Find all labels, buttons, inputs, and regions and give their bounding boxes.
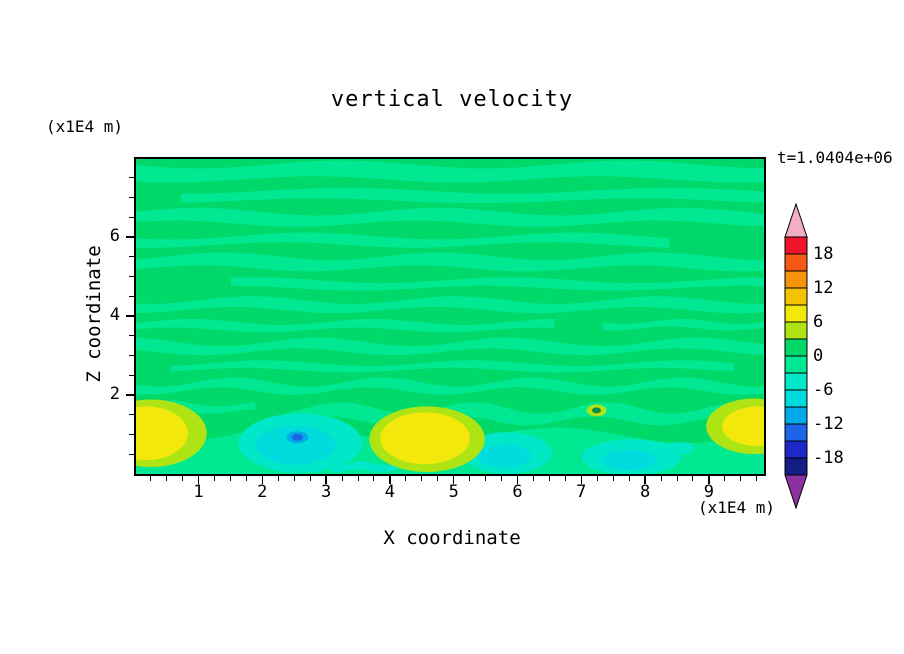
tick-mark — [129, 355, 134, 356]
colorbar-segment — [784, 406, 808, 425]
colorbar-tick-label: 18 — [813, 244, 834, 264]
colorbar-tick-label: 0 — [813, 346, 824, 366]
contour-field — [136, 159, 764, 474]
tick-mark — [612, 476, 614, 481]
tick-mark — [660, 476, 662, 481]
colorbar-segment — [784, 355, 808, 374]
colorbar-segment — [784, 440, 808, 459]
tick-mark — [548, 476, 550, 481]
tick-mark — [229, 476, 231, 481]
tick-mark — [485, 476, 487, 481]
colorbar-segment — [784, 321, 808, 340]
tick-mark — [245, 476, 247, 481]
tick-mark — [692, 476, 694, 481]
tick-mark — [129, 434, 134, 435]
tick-mark — [628, 476, 630, 481]
plot-title: vertical velocity — [330, 87, 574, 112]
x-tick-label: 3 — [320, 482, 332, 502]
time-annotation: t=1.0404e+06 — [777, 148, 893, 167]
tick-mark — [452, 476, 455, 484]
colorbar-segment — [784, 270, 808, 289]
colorbar-segment — [784, 338, 808, 357]
tick-mark — [197, 476, 200, 484]
tick-mark — [293, 476, 295, 481]
colorbar-segment — [784, 253, 808, 272]
tick-mark — [469, 476, 471, 481]
tick-mark — [126, 394, 134, 396]
colorbar-tick-label: 12 — [813, 278, 834, 298]
tick-mark — [129, 414, 134, 416]
colorbar-segment — [784, 372, 808, 391]
tick-mark — [437, 476, 439, 481]
tick-mark — [596, 476, 598, 481]
colorbar-segment — [784, 236, 808, 255]
y-tick-label: 2 — [109, 384, 120, 404]
convective-cells-layer — [136, 398, 764, 474]
tick-mark — [676, 476, 678, 481]
x-tick-label: 2 — [257, 482, 268, 502]
tick-mark — [421, 476, 423, 481]
x-axis-unit: (x1E4 m) — [697, 498, 775, 517]
tick-mark — [501, 476, 503, 481]
colorbar — [784, 203, 808, 509]
colorbar-tick-label: 6 — [813, 312, 824, 332]
tick-mark — [516, 476, 519, 484]
tick-mark — [724, 476, 726, 481]
tick-mark — [261, 476, 264, 484]
tick-mark — [708, 476, 710, 484]
tick-mark — [129, 216, 134, 218]
x-tick-label: 5 — [448, 482, 459, 502]
tick-mark — [166, 476, 168, 481]
tick-mark — [129, 276, 134, 277]
x-tick-label: 9 — [703, 482, 715, 502]
colorbar-segment — [784, 389, 808, 408]
y-axis-unit: (x1E4 m) — [46, 117, 124, 136]
tick-mark — [129, 197, 134, 198]
colorbar-segment — [784, 457, 808, 476]
x-tick-label: 1 — [193, 482, 204, 502]
colorbar-segment — [784, 304, 808, 323]
tick-mark — [405, 476, 407, 481]
colorbar-tick-label: -18 — [813, 448, 844, 468]
colorbar-tick-label: -6 — [813, 380, 834, 400]
y-tick-label: 6 — [109, 226, 120, 246]
colorbar-segment — [784, 287, 808, 306]
colorbar-tick-label: -12 — [813, 414, 844, 434]
tick-mark — [357, 476, 359, 481]
colorbar-segment — [784, 423, 808, 442]
x-axis-label: X coordinate — [383, 527, 521, 549]
tick-mark — [373, 476, 375, 481]
tick-mark — [740, 476, 742, 481]
tick-mark — [389, 476, 391, 484]
tick-mark — [129, 453, 134, 455]
tick-mark — [126, 236, 134, 238]
tick-mark — [341, 476, 343, 481]
x-tick-label: 6 — [512, 482, 523, 502]
colorbar-arrow-down — [784, 474, 808, 509]
tick-mark — [129, 256, 134, 258]
tick-mark — [182, 476, 184, 481]
tick-mark — [213, 476, 215, 481]
tick-mark — [564, 476, 566, 481]
x-tick-label: 7 — [576, 482, 587, 502]
tick-mark — [756, 476, 758, 481]
tick-mark — [325, 476, 327, 484]
tick-mark — [277, 476, 279, 481]
tick-mark — [532, 476, 534, 481]
colorbar-arrow-up — [784, 203, 808, 238]
tick-mark — [129, 335, 134, 337]
x-tick-label: 4 — [384, 482, 396, 502]
x-tick-label: 8 — [639, 482, 651, 502]
tick-mark — [309, 476, 311, 481]
y-tick-label: 4 — [109, 305, 120, 325]
tick-mark — [129, 295, 134, 297]
tick-mark — [129, 177, 134, 179]
plot-frame — [134, 157, 766, 476]
tick-mark — [580, 476, 583, 484]
tick-mark — [644, 476, 646, 484]
tick-mark — [150, 476, 152, 481]
tick-mark — [126, 315, 134, 317]
tick-mark — [129, 374, 134, 376]
